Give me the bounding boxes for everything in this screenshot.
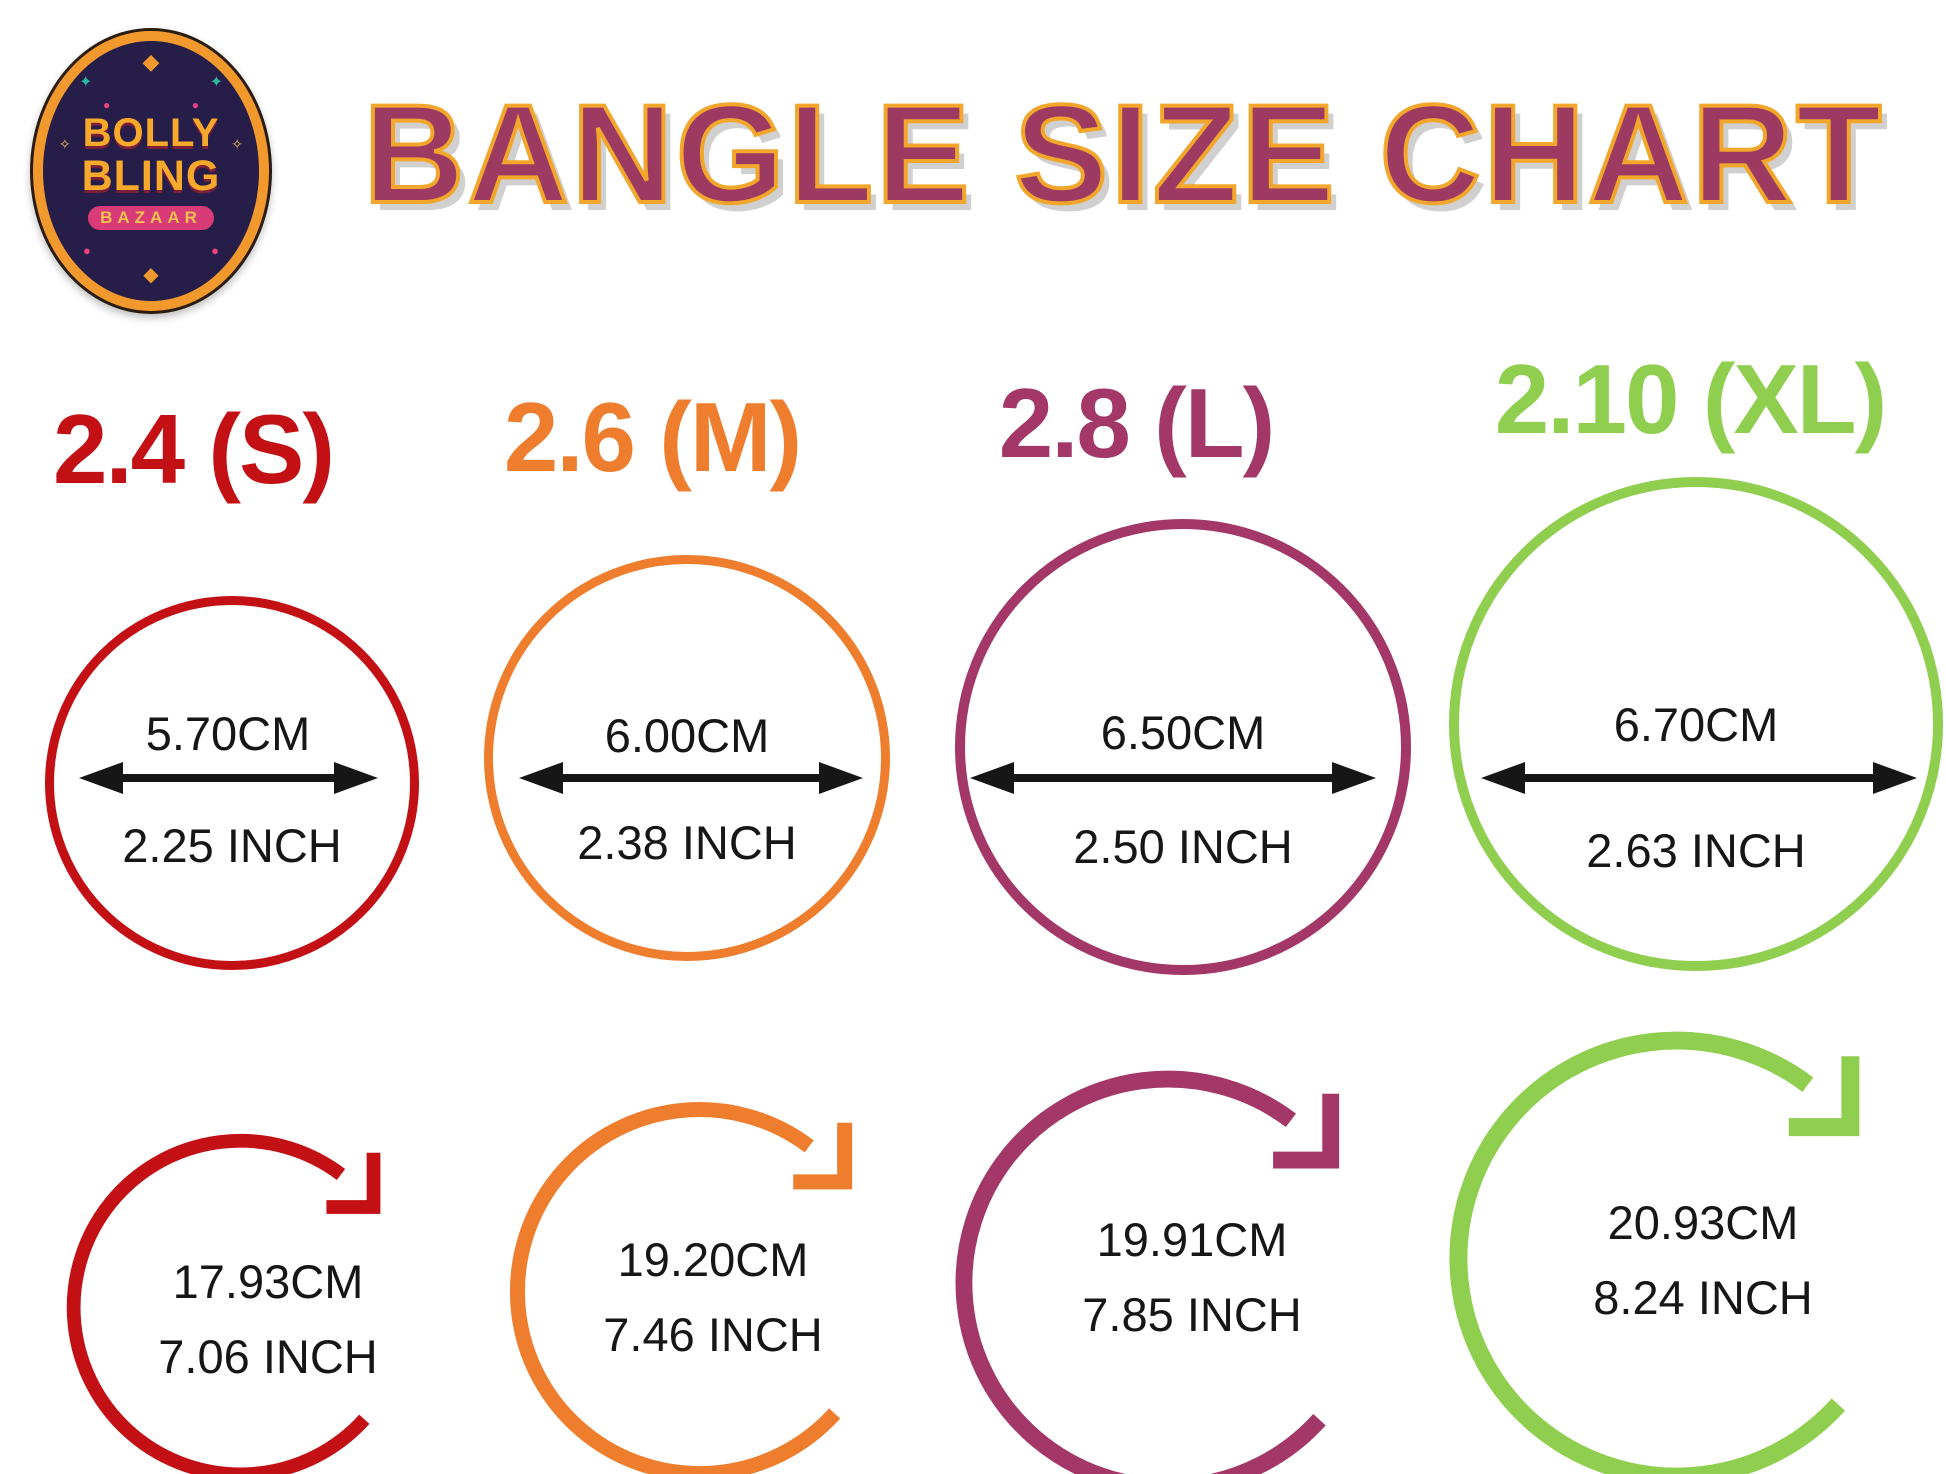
diameter-arrow-m xyxy=(517,756,865,800)
sparkle-icon: ✦ xyxy=(209,74,223,91)
diameter-inch-xl: 2.63 INCH xyxy=(1586,824,1806,877)
logo-text-bazaar: BAZAAR xyxy=(88,205,214,230)
circumference-arrow-s xyxy=(32,1099,449,1474)
diameter-inch-m: 2.38 INCH xyxy=(577,816,797,869)
circumference-inch-s: 7.06 INCH xyxy=(158,1330,378,1383)
circumference-cm-l: 19.91CM xyxy=(1096,1213,1288,1266)
diameter-cm-m: 6.00CM xyxy=(604,709,770,762)
logo-badge: ◆ ✦ ✦ ● ● ◆ ● ● ✧ ✧ BOLLY BLING BAZAAR xyxy=(43,41,259,301)
diameter-cm-l: 6.50CM xyxy=(1100,706,1266,759)
diameter-arrow-l xyxy=(968,756,1378,800)
circumference-text-l: 19.91CM 7.85 INCH xyxy=(1032,1212,1352,1343)
circumference-inch-xl: 8.24 INCH xyxy=(1593,1271,1813,1324)
diameter-circle-l xyxy=(955,519,1411,975)
dot-icon: ● xyxy=(191,98,199,112)
sparkle-icon: ✧ xyxy=(231,136,243,152)
sparkle-icon: ✧ xyxy=(59,136,71,152)
dot-icon: ● xyxy=(103,98,111,112)
circumference-arrow-m xyxy=(472,1064,927,1474)
circumference-arrow-l xyxy=(913,1028,1423,1474)
size-label-s: 2.4 (S) xyxy=(52,394,335,504)
size-label-l: 2.8 (L) xyxy=(998,368,1276,478)
logo-text-bling: BLING xyxy=(81,152,221,201)
diameter-inch-s: 2.25 INCH xyxy=(122,819,342,872)
diameter-arrow-s xyxy=(77,756,380,800)
dot-icon: ● xyxy=(83,243,91,258)
diameter-circle-m xyxy=(484,555,890,961)
brand-logo: ◆ ✦ ✦ ● ● ◆ ● ● ✧ ✧ BOLLY BLING BAZAAR xyxy=(30,28,272,314)
diameter-arrow-xl xyxy=(1479,756,1919,800)
circumference-arrow-xl xyxy=(1404,986,1946,1474)
size-label-xl: 2.10 (XL) xyxy=(1494,344,1887,454)
circumference-inch-m: 7.46 INCH xyxy=(603,1308,823,1361)
page-title: BANGLE SIZE CHART xyxy=(362,73,1885,234)
diamond-icon: ◆ xyxy=(142,49,160,74)
diameter-circle-s xyxy=(45,596,419,970)
circumference-cm-s: 17.93CM xyxy=(172,1255,364,1308)
diameter-inch-l: 2.50 INCH xyxy=(1073,820,1293,873)
circumference-cm-m: 19.20CM xyxy=(617,1233,809,1286)
circumference-cm-xl: 20.93CM xyxy=(1607,1196,1799,1249)
diamond-icon: ◆ xyxy=(143,264,159,286)
sparkle-icon: ✦ xyxy=(79,74,93,91)
dot-icon: ● xyxy=(211,243,219,258)
circumference-text-s: 17.93CM 7.06 INCH xyxy=(108,1254,428,1385)
diameter-cm-s: 5.70CM xyxy=(145,707,311,760)
diameter-circle-xl xyxy=(1449,477,1943,971)
size-label-m: 2.6 (M) xyxy=(503,382,802,492)
circumference-text-m: 19.20CM 7.46 INCH xyxy=(553,1232,873,1363)
circumference-text-xl: 20.93CM 8.24 INCH xyxy=(1543,1195,1863,1326)
diameter-cm-xl: 6.70CM xyxy=(1613,698,1779,751)
logo-text-bolly: BOLLY xyxy=(82,111,220,156)
circumference-inch-l: 7.85 INCH xyxy=(1082,1288,1302,1341)
